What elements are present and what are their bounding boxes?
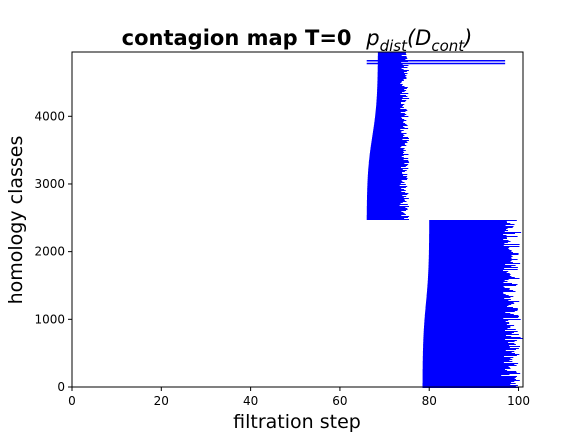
chart-title: contagion map T=0 pdist(Dcont) — [122, 26, 473, 55]
y-tick-label: 1000 — [34, 312, 65, 326]
x-tick-label: 100 — [507, 394, 530, 408]
bar-group-lower — [422, 220, 524, 388]
x-axis-ticks: 0 20 40 60 80 100 — [68, 387, 530, 408]
x-tick-label: 80 — [422, 394, 437, 408]
x-axis-label: filtration step — [233, 411, 361, 433]
x-tick-label: 0 — [68, 394, 76, 408]
chart-title-main: contagion map T=0 — [122, 26, 352, 50]
y-axis-label: homology classes — [5, 136, 27, 305]
y-tick-label: 2000 — [34, 245, 65, 259]
x-tick-label: 40 — [243, 394, 258, 408]
bars-layer — [366, 52, 524, 388]
y-axis-ticks: 0 1000 2000 3000 4000 — [34, 109, 72, 394]
y-tick-label: 3000 — [34, 177, 65, 191]
x-tick-label: 60 — [332, 394, 347, 408]
y-tick-label: 4000 — [34, 109, 65, 123]
plot-frame — [71, 51, 524, 388]
y-tick-label: 0 — [57, 380, 65, 394]
x-tick-label: 20 — [154, 394, 169, 408]
